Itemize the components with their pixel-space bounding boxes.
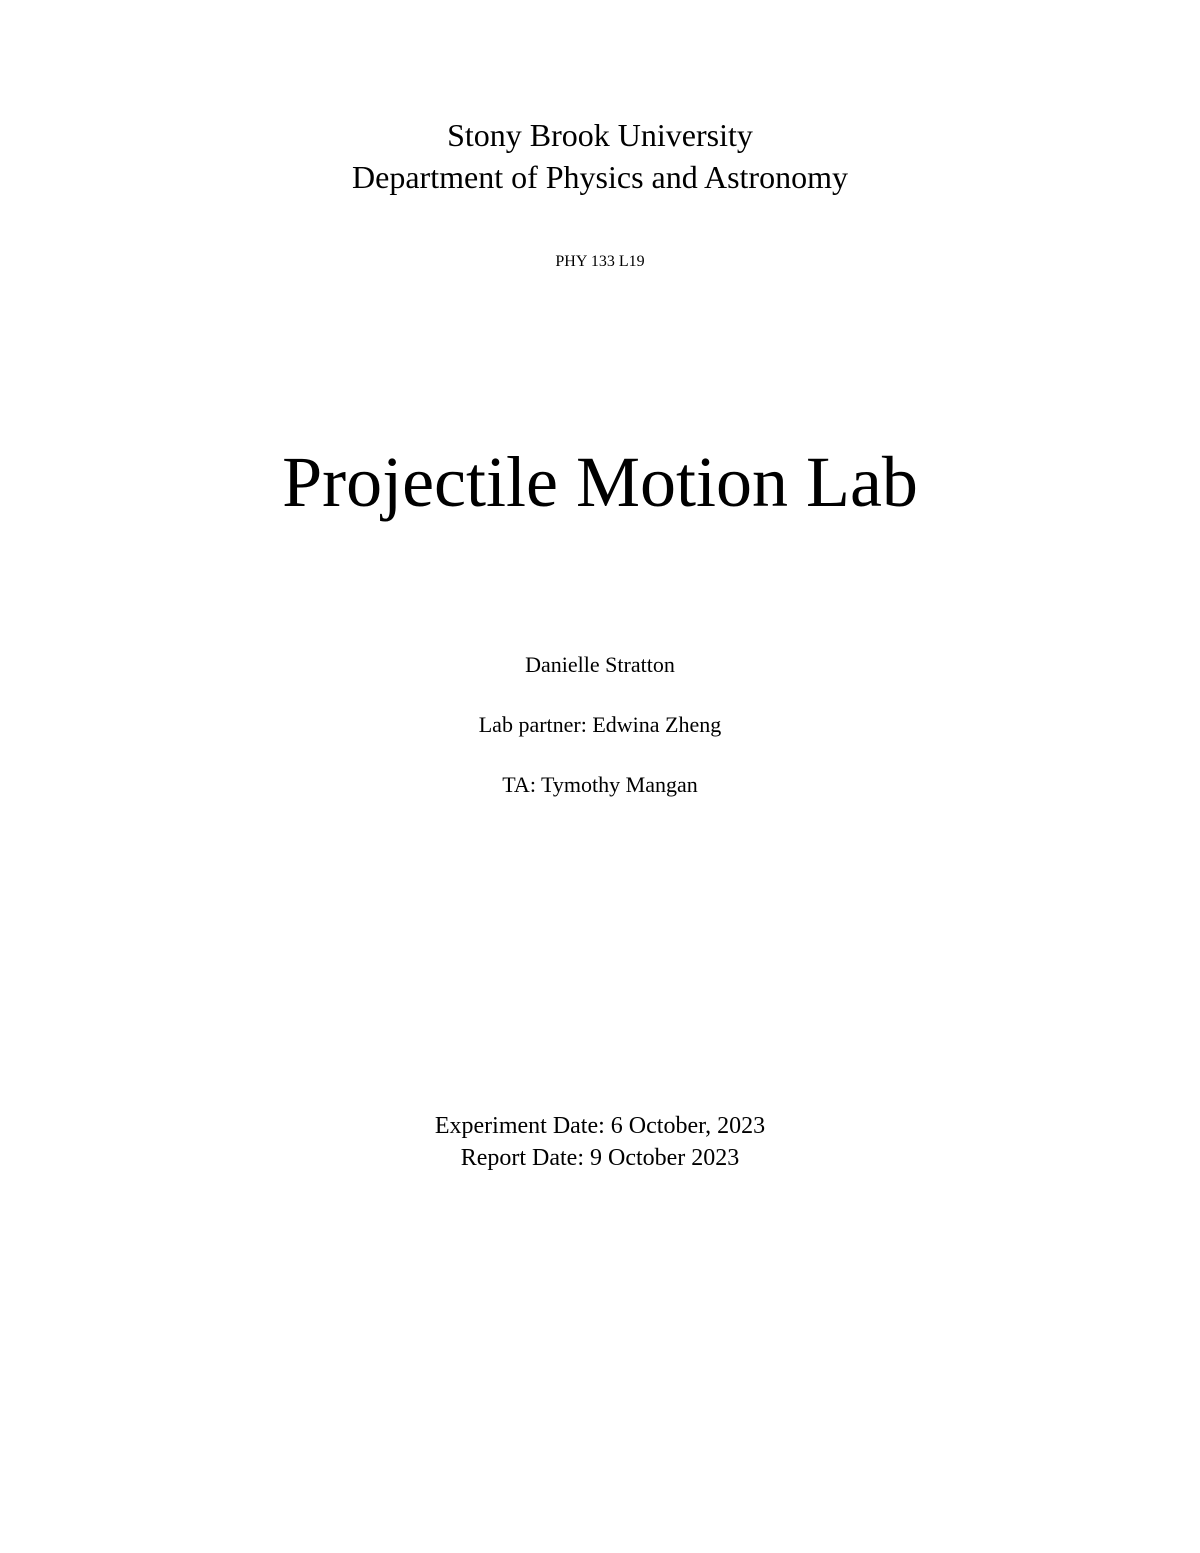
report-date: Report Date: 9 October 2023 bbox=[0, 1142, 1200, 1174]
department-name: Department of Physics and Astronomy bbox=[0, 157, 1200, 199]
university-name: Stony Brook University bbox=[0, 115, 1200, 157]
document-title: Projectile Motion Lab bbox=[0, 441, 1200, 524]
document-page: Stony Brook University Department of Phy… bbox=[0, 0, 1200, 1553]
teaching-assistant: TA: Tymothy Mangan bbox=[0, 774, 1200, 796]
lab-partner: Lab partner: Edwina Zheng bbox=[0, 714, 1200, 736]
student-name: Danielle Stratton bbox=[0, 654, 1200, 676]
author-section: Danielle Stratton Lab partner: Edwina Zh… bbox=[0, 654, 1200, 796]
experiment-date: Experiment Date: 6 October, 2023 bbox=[0, 1110, 1200, 1142]
date-section: Experiment Date: 6 October, 2023 Report … bbox=[0, 1110, 1200, 1175]
course-code: PHY 133 L19 bbox=[0, 253, 1200, 271]
